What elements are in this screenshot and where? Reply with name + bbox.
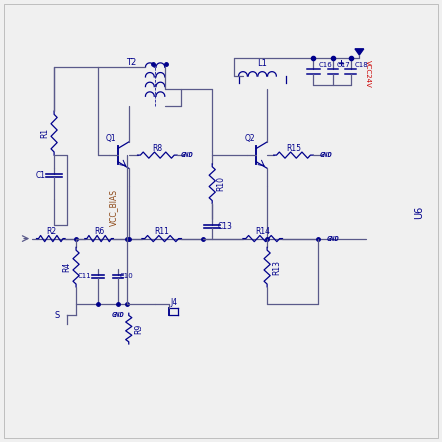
Text: R4: R4: [62, 262, 71, 272]
Text: VCC24V: VCC24V: [365, 60, 371, 88]
Text: C18: C18: [354, 62, 369, 68]
Text: GND: GND: [327, 236, 339, 242]
Text: R15: R15: [286, 144, 301, 152]
Text: GND: GND: [319, 152, 332, 158]
Text: C10: C10: [120, 273, 133, 279]
Text: R11: R11: [154, 227, 169, 236]
Polygon shape: [355, 49, 364, 55]
Text: R13: R13: [272, 259, 281, 274]
Text: R6: R6: [94, 227, 104, 236]
Text: R1: R1: [40, 128, 49, 138]
Text: C17: C17: [337, 62, 351, 68]
Text: S: S: [55, 311, 60, 320]
Text: Q1: Q1: [106, 134, 117, 143]
Text: GND: GND: [180, 152, 193, 158]
Text: +: +: [337, 59, 344, 68]
Text: L1: L1: [257, 59, 267, 68]
Text: R9: R9: [134, 324, 143, 334]
Text: R10: R10: [217, 176, 225, 191]
Text: GND: GND: [111, 312, 124, 318]
Text: J4: J4: [170, 298, 177, 307]
Text: C1: C1: [36, 171, 46, 180]
Text: C16: C16: [319, 62, 332, 68]
Text: R8: R8: [152, 144, 162, 152]
Text: C13: C13: [218, 222, 233, 231]
Text: C11: C11: [78, 273, 92, 279]
Text: Q2: Q2: [244, 134, 255, 143]
Text: VCC_BIAS: VCC_BIAS: [109, 189, 118, 226]
Text: R14: R14: [255, 227, 270, 236]
Text: T2: T2: [126, 58, 136, 67]
Text: R2: R2: [46, 227, 56, 236]
Text: U6: U6: [414, 206, 423, 219]
